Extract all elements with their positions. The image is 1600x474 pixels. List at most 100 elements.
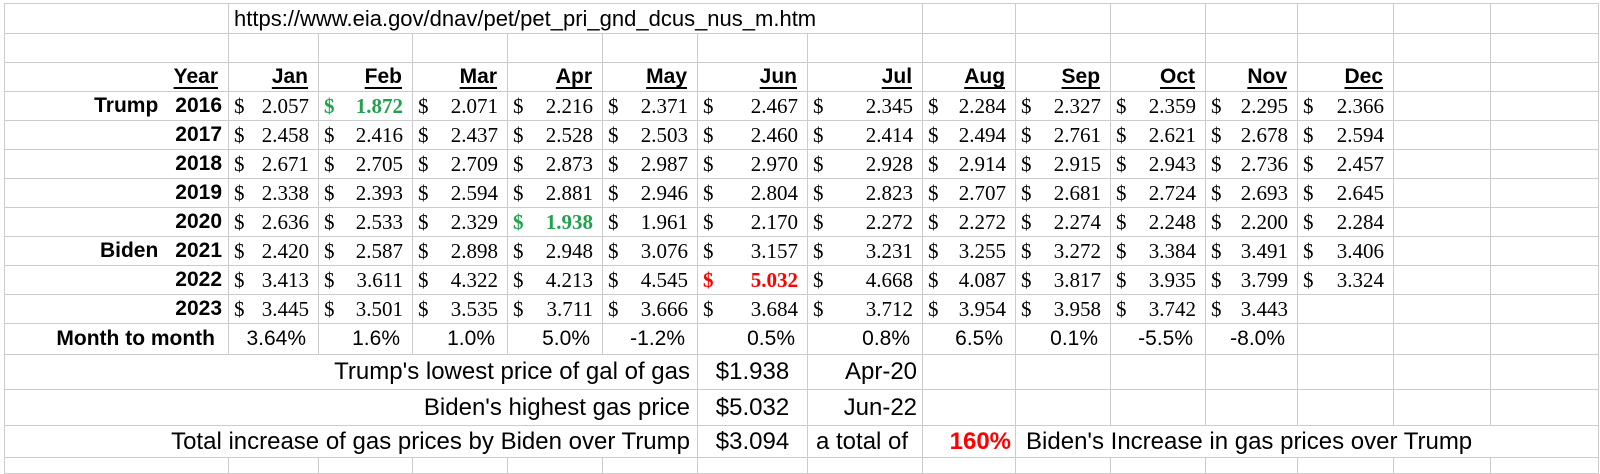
cell-2020-dec[interactable]: $2.284 [1297,207,1395,237]
cell-2023-mar[interactable]: $3.535 [412,294,508,324]
highest-price-date[interactable]: Jun-22 [806,389,924,426]
cell-m2m-mar[interactable]: 1.0% [412,323,508,355]
url-cell[interactable]: https://www.eia.gov/dnav/pet/pet_pri_gnd… [227,3,924,34]
empty-cell[interactable] [1393,3,1492,34]
cell-2023-oct[interactable]: $3.742 [1110,294,1207,324]
cell-2016-feb[interactable]: $1.872 [318,91,413,121]
empty-cell[interactable] [1297,389,1395,426]
empty-cell[interactable] [602,457,698,474]
cell-2021-may[interactable]: $3.076 [602,236,698,266]
empty-cell[interactable] [1393,389,1492,426]
empty-cell[interactable] [1490,354,1600,390]
empty-cell[interactable] [697,457,808,474]
cell-2018-oct[interactable]: $2.943 [1110,149,1207,179]
cell-2022-dec[interactable]: $3.324 [1297,265,1395,295]
cell-2022-jul[interactable]: $4.668 [806,265,924,295]
empty-cell[interactable] [1110,457,1207,474]
cell-2022-sep[interactable]: $3.817 [1015,265,1112,295]
cell-2016-jul[interactable]: $2.345 [806,91,924,121]
cell-2020-aug[interactable]: $2.272 [922,207,1017,237]
header-mar[interactable]: Mar [412,62,508,92]
empty-cell[interactable] [1490,294,1600,324]
cell-2021-nov[interactable]: $3.491 [1205,236,1299,266]
cell-2016-oct[interactable]: $2.359 [1110,91,1207,121]
cell-2018-jan[interactable]: $2.671 [228,149,319,179]
cell-m2m-oct[interactable]: -5.5% [1110,323,1207,355]
cell-2020-oct[interactable]: $2.248 [1110,207,1207,237]
empty-cell[interactable] [1393,62,1492,92]
cell-m2m-may[interactable]: -1.2% [602,323,698,355]
cell-2021-apr[interactable]: $2.948 [507,236,603,266]
cell-2016-aug[interactable]: $2.284 [922,91,1017,121]
cell-2019-feb[interactable]: $2.393 [318,178,413,208]
cell-year-2019[interactable]: 2019 [4,178,229,208]
empty-cell[interactable] [1110,3,1207,34]
cell-2017-apr[interactable]: $2.528 [507,120,603,150]
cell-2020-mar[interactable]: $2.329 [412,207,508,237]
cell-2022-oct[interactable]: $3.935 [1110,265,1207,295]
empty-cell[interactable] [4,3,229,34]
cell-2022-feb[interactable]: $3.611 [318,265,413,295]
empty-cell[interactable] [1297,33,1395,63]
empty-cell[interactable] [1490,62,1600,92]
cell-2020-feb[interactable]: $2.533 [318,207,413,237]
cell-year-2017[interactable]: 2017 [4,120,229,150]
cell-2017-nov[interactable]: $2.678 [1205,120,1299,150]
empty-cell[interactable] [922,389,1017,426]
lowest-price-date[interactable]: Apr-20 [806,354,924,390]
header-apr[interactable]: Apr [507,62,603,92]
cell-year-2020[interactable]: 2020 [4,207,229,237]
empty-cell[interactable] [806,33,924,63]
empty-cell[interactable] [1015,389,1112,426]
empty-cell[interactable] [1490,389,1600,426]
empty-cell[interactable] [1110,33,1207,63]
empty-cell[interactable] [228,457,319,474]
empty-cell[interactable] [507,33,603,63]
cell-2020-apr[interactable]: $1.938 [507,207,603,237]
empty-cell[interactable] [1393,91,1492,121]
m2m-label-cell[interactable]: Month to month [4,323,229,355]
cell-2021-jul[interactable]: $3.231 [806,236,924,266]
cell-2022-apr[interactable]: $4.213 [507,265,603,295]
header-jun[interactable]: Jun [697,62,808,92]
empty-cell[interactable] [4,457,229,474]
cell-2017-oct[interactable]: $2.621 [1110,120,1207,150]
empty-cell[interactable] [4,33,229,63]
empty-cell[interactable] [318,33,413,63]
cell-2017-jul[interactable]: $2.414 [806,120,924,150]
cell-2017-feb[interactable]: $2.416 [318,120,413,150]
cell-2018-jul[interactable]: $2.928 [806,149,924,179]
cell-m2m-jan[interactable]: 3.64% [228,323,319,355]
cell-2018-mar[interactable]: $2.709 [412,149,508,179]
cell-year-2018[interactable]: 2018 [4,149,229,179]
cell-2020-jul[interactable]: $2.272 [806,207,924,237]
cell-2016-sep[interactable]: $2.327 [1015,91,1112,121]
cell-2020-may[interactable]: $1.961 [602,207,698,237]
cell-2018-feb[interactable]: $2.705 [318,149,413,179]
empty-cell[interactable] [922,354,1017,390]
empty-cell[interactable] [1205,33,1299,63]
cell-2020-jun[interactable]: $2.170 [697,207,808,237]
empty-cell[interactable] [602,33,698,63]
cell-2019-may[interactable]: $2.946 [602,178,698,208]
empty-cell[interactable] [1393,457,1492,474]
empty-cell[interactable] [1393,323,1492,355]
cell-year-2023[interactable]: 2023 [4,294,229,324]
empty-cell[interactable] [1490,265,1600,295]
cell-2022-may[interactable]: $4.545 [602,265,698,295]
cell-2023-may[interactable]: $3.666 [602,294,698,324]
cell-m2m-nov[interactable]: -8.0% [1205,323,1299,355]
cell-2019-mar[interactable]: $2.594 [412,178,508,208]
highest-price-label[interactable]: Biden's highest gas price [4,389,698,426]
cell-m2m-jun[interactable]: 0.5% [697,323,808,355]
cell-2016-may[interactable]: $2.371 [602,91,698,121]
header-year[interactable]: Year [4,62,229,92]
cell-2018-jun[interactable]: $2.970 [697,149,808,179]
empty-cell[interactable] [1393,120,1492,150]
header-nov[interactable]: Nov [1205,62,1299,92]
empty-cell[interactable] [1490,207,1600,237]
empty-cell[interactable] [1490,323,1600,355]
empty-cell[interactable] [1015,3,1112,34]
empty-cell[interactable] [1490,236,1600,266]
empty-cell[interactable] [1110,354,1207,390]
